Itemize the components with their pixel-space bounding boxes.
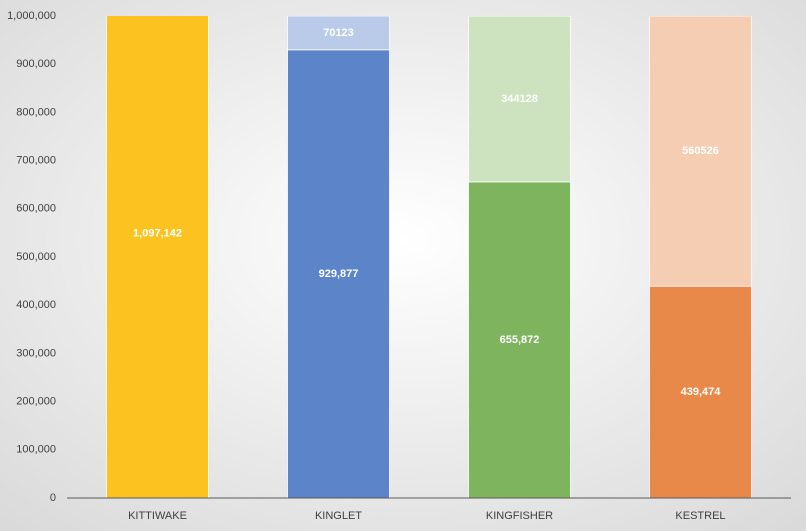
bar-segment <box>468 16 571 183</box>
x-tick-label: KINGFISHER <box>486 510 553 522</box>
bar-segment <box>287 49 390 498</box>
data-label: 929,877 <box>319 268 359 280</box>
y-tick-label: 700,000 <box>16 155 56 167</box>
y-tick-label: 300,000 <box>16 347 56 359</box>
y-tick-label: 800,000 <box>16 106 56 118</box>
y-tick-label: 200,000 <box>16 396 56 408</box>
bar-segment <box>468 181 571 498</box>
y-tick-label: 900,000 <box>16 58 56 70</box>
y-tick-label: 500,000 <box>16 251 56 263</box>
bar-segment <box>649 285 752 498</box>
y-tick-label: 1,000,000 <box>7 10 56 22</box>
y-tick-label: 100,000 <box>16 444 56 456</box>
x-tick-label: KITTIWAKE <box>128 510 187 522</box>
data-label: 344128 <box>501 93 538 105</box>
bar-segment <box>649 16 752 287</box>
data-label: 655,872 <box>500 334 540 346</box>
data-label: 560526 <box>682 145 719 157</box>
data-label: 439,474 <box>681 386 722 398</box>
x-tick-label: KESTREL <box>675 510 725 522</box>
bar-segment <box>287 16 390 51</box>
bar-segment <box>106 16 209 498</box>
y-tick-label: 400,000 <box>16 299 56 311</box>
bars <box>106 16 752 498</box>
y-tick-label: 0 <box>50 492 56 504</box>
data-label: 1,097,142 <box>133 227 182 239</box>
x-tick-label: KINGLET <box>315 510 362 522</box>
data-label: 70123 <box>323 27 354 39</box>
y-tick-label: 600,000 <box>16 203 56 215</box>
